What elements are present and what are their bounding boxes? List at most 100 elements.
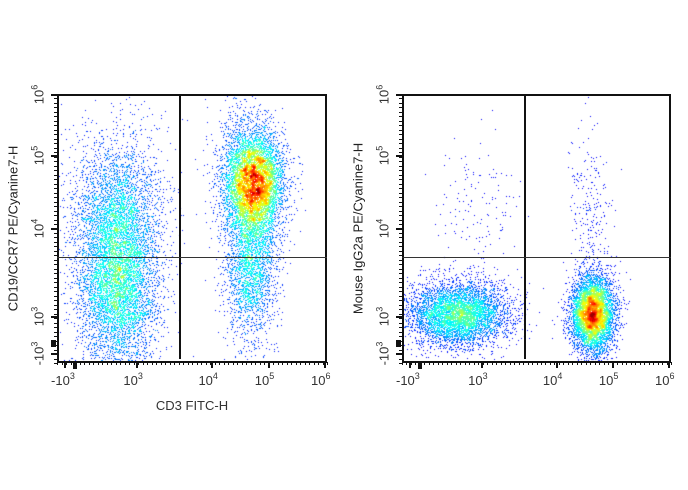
tick-mark (54, 241, 57, 243)
tick-mark (406, 362, 408, 365)
tick-mark (523, 362, 525, 365)
tick-mark (178, 362, 180, 365)
tick-mark (54, 98, 57, 100)
tick-mark (399, 161, 402, 163)
x-zero-marker (418, 362, 422, 369)
tick-mark (54, 188, 57, 190)
tick-mark (396, 352, 402, 355)
tick-mark (399, 192, 402, 194)
y-tick-label: 106 (374, 84, 392, 105)
tick-mark (666, 362, 668, 365)
tick-mark (482, 362, 484, 365)
tick-mark (608, 362, 610, 365)
tick-mark (54, 268, 57, 270)
tick-mark (327, 362, 328, 365)
tick-mark (399, 241, 402, 243)
x-tick-label: 104 (542, 371, 563, 388)
tick-mark (399, 134, 402, 136)
tick-mark (396, 227, 402, 230)
tick-mark (563, 362, 565, 365)
tick-mark (259, 362, 261, 365)
tick-mark (54, 120, 57, 122)
tick-mark (399, 179, 402, 181)
tick-mark (205, 362, 207, 365)
tick-mark (196, 362, 198, 365)
tick-mark (277, 362, 279, 365)
tick-mark (567, 362, 569, 365)
tick-mark (54, 143, 57, 145)
tick-mark (54, 232, 57, 234)
tick-mark (581, 362, 583, 365)
tick-mark (232, 362, 234, 365)
tick-mark (54, 322, 57, 324)
tick-mark (399, 255, 402, 257)
tick-mark (399, 277, 402, 279)
tick-mark (451, 362, 453, 365)
tick-mark (648, 362, 650, 365)
tick-mark (399, 273, 402, 275)
quadrant-gate-vertical[interactable] (179, 94, 181, 359)
tick-mark (399, 291, 402, 293)
tick-mark (223, 362, 225, 365)
tick-mark (84, 362, 85, 365)
tick-mark (54, 286, 57, 288)
tick-mark (228, 362, 229, 365)
quadrant-gate-horizontal[interactable] (402, 257, 671, 258)
tick-mark (255, 362, 256, 365)
tick-mark (219, 362, 220, 365)
tick-mark (165, 362, 166, 365)
y-tick-label: 103 (29, 306, 47, 326)
tick-mark (54, 192, 57, 194)
tick-mark (54, 125, 57, 127)
tick-mark (399, 98, 402, 100)
tick-mark (399, 197, 402, 199)
tick-mark (399, 246, 402, 248)
tick-mark (481, 362, 484, 368)
tick-mark (313, 362, 315, 365)
quadrant-gate-vertical[interactable] (524, 94, 526, 359)
tick-mark (51, 352, 57, 355)
tick-mark (295, 362, 297, 365)
tick-mark (599, 362, 601, 365)
tick-mark (54, 331, 57, 333)
tick-mark (54, 165, 57, 167)
tick-mark (399, 322, 402, 324)
plot-frame (402, 94, 671, 363)
tick-mark (410, 362, 412, 365)
tick-mark (518, 362, 520, 365)
quadrant-gate-horizontal[interactable] (57, 257, 327, 258)
tick-mark (57, 362, 58, 365)
tick-mark (142, 362, 144, 365)
tick-mark (399, 219, 402, 221)
tick-mark (54, 161, 57, 163)
density-dot-plot (59, 96, 325, 361)
y-tick-label: 104 (29, 218, 47, 238)
tick-mark (428, 362, 430, 365)
tick-mark (545, 362, 547, 365)
tick-mark (491, 362, 493, 365)
tick-mark (115, 362, 117, 365)
tick-mark (594, 362, 596, 365)
tick-mark (617, 362, 619, 365)
tick-mark (322, 362, 324, 365)
tick-mark (399, 268, 402, 270)
tick-mark (106, 362, 108, 365)
tick-mark (54, 237, 57, 239)
tick-mark (399, 201, 402, 203)
y-tick-label: 104 (374, 218, 392, 238)
tick-mark (54, 174, 57, 176)
tick-mark (54, 282, 57, 284)
tick-mark (399, 170, 402, 172)
tick-mark (469, 362, 471, 365)
tick-mark (399, 327, 402, 329)
y-tick-label: 105 (374, 146, 392, 166)
tick-mark (54, 152, 57, 154)
tick-mark (136, 362, 139, 368)
tick-mark (639, 362, 641, 365)
tick-mark (54, 224, 57, 226)
tick-mark (527, 362, 529, 365)
tick-mark (549, 362, 551, 365)
tick-mark (399, 147, 402, 149)
tick-mark (192, 362, 193, 365)
tick-mark (399, 336, 402, 338)
